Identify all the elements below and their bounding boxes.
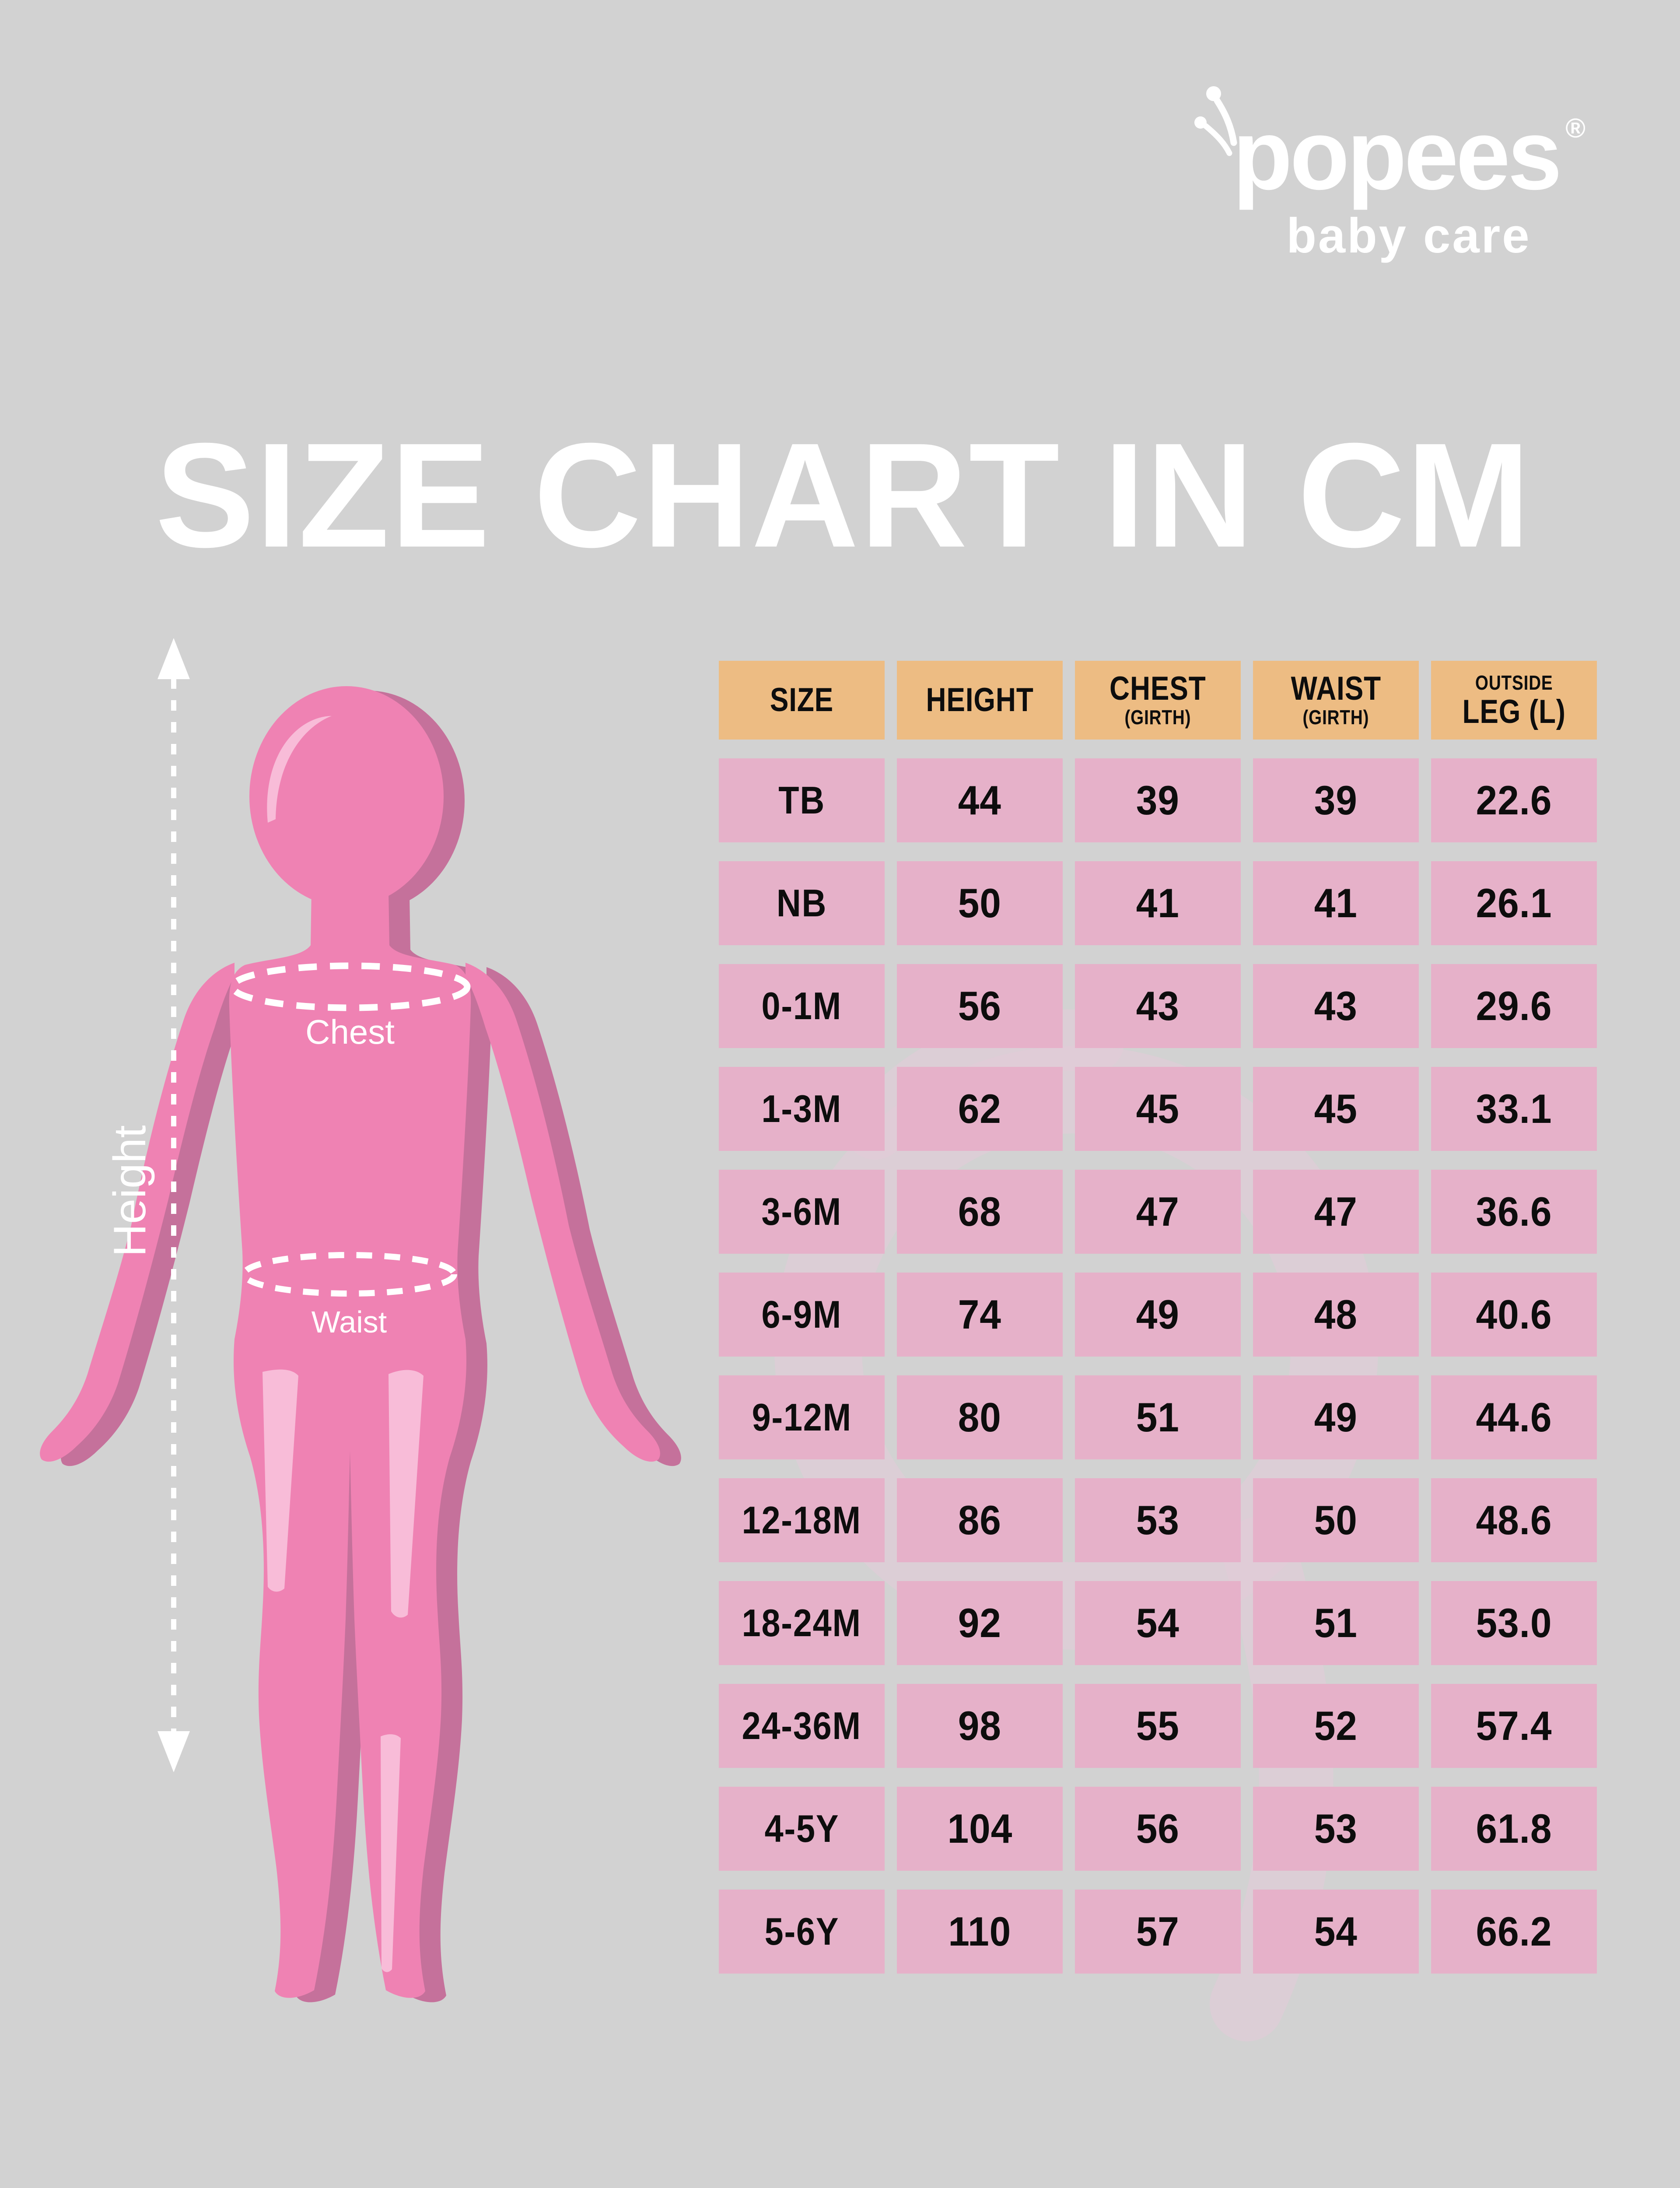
header-title: HEIGHT [926, 681, 1034, 719]
table-cell-outside-leg: 29.6 [1431, 964, 1597, 1048]
waist-measure-ellipse [241, 1252, 457, 1297]
table-cell-chest: 43 [1075, 964, 1241, 1048]
header-title: LEG (L) [1462, 693, 1566, 730]
table-cell-height: 50 [897, 861, 1063, 945]
table-cell-height: 98 [897, 1684, 1063, 1768]
table-cell-size: 0-1M [719, 964, 885, 1048]
size-table: SIZE HEIGHT CHEST (GIRTH) WAIST (GIRTH) … [719, 661, 1597, 1974]
table-cell-waist: 53 [1253, 1787, 1419, 1871]
table-cell-height: 92 [897, 1581, 1063, 1665]
table-cell-outside-leg: 40.6 [1431, 1273, 1597, 1357]
table-cell-outside-leg: 66.2 [1431, 1890, 1597, 1974]
table-cell-chest: 41 [1075, 861, 1241, 945]
table-cell-outside-leg: 36.6 [1431, 1170, 1597, 1254]
brand-wordmark: popees [1232, 99, 1562, 210]
header-cell-waist: WAIST (GIRTH) [1253, 661, 1419, 740]
figure-highlights [262, 716, 424, 1972]
table-cell-height: 74 [897, 1273, 1063, 1357]
table-cell-height: 44 [897, 758, 1063, 842]
table-cell-size: 5-6Y [719, 1890, 885, 1974]
table-cell-height: 80 [897, 1375, 1063, 1459]
table-cell-waist: 52 [1253, 1684, 1419, 1768]
header-title: SIZE [770, 681, 834, 719]
header-cell-size: SIZE [719, 661, 885, 740]
height-arrow [158, 638, 190, 1772]
child-mannequin-figure: Chest Waist Height [40, 638, 681, 2002]
table-cell-size: 24-36M [719, 1684, 885, 1768]
table-cell-chest: 49 [1075, 1273, 1241, 1357]
table-cell-waist: 54 [1253, 1890, 1419, 1974]
table-cell-waist: 45 [1253, 1067, 1419, 1151]
header-subtitle: (GIRTH) [1124, 706, 1191, 729]
table-header-row: SIZE HEIGHT CHEST (GIRTH) WAIST (GIRTH) … [719, 661, 1597, 740]
table-cell-chest: 47 [1075, 1170, 1241, 1254]
table-cell-waist: 47 [1253, 1170, 1419, 1254]
header-cell-chest: CHEST (GIRTH) [1075, 661, 1241, 740]
table-cell-outside-leg: 61.8 [1431, 1787, 1597, 1871]
header-cell-height: HEIGHT [897, 661, 1063, 740]
height-label: Height [105, 1125, 155, 1257]
table-cell-outside-leg: 26.1 [1431, 861, 1597, 945]
table-cell-waist: 43 [1253, 964, 1419, 1048]
table-cell-height: 68 [897, 1170, 1063, 1254]
page-title: SIZE CHART IN CM [155, 412, 1532, 579]
table-cell-chest: 54 [1075, 1581, 1241, 1665]
header-title: WAIST [1291, 670, 1381, 707]
table-cell-outside-leg: 44.6 [1431, 1375, 1597, 1459]
table-cell-chest: 55 [1075, 1684, 1241, 1768]
table-cell-outside-leg: 48.6 [1431, 1478, 1597, 1562]
header-title: CHEST [1110, 670, 1206, 707]
table-cell-size: TB [719, 758, 885, 842]
table-cell-height: 56 [897, 964, 1063, 1048]
table-cell-size: 4-5Y [719, 1787, 885, 1871]
chest-label: Chest [305, 1013, 395, 1051]
table-cell-height: 110 [897, 1890, 1063, 1974]
table-cell-chest: 57 [1075, 1890, 1241, 1974]
header-subtitle: OUTSIDE [1475, 671, 1553, 694]
table-cell-waist: 48 [1253, 1273, 1419, 1357]
table-cell-size: 9-12M [719, 1375, 885, 1459]
table-cell-outside-leg: 33.1 [1431, 1067, 1597, 1151]
table-cell-waist: 39 [1253, 758, 1419, 842]
table-cell-waist: 51 [1253, 1581, 1419, 1665]
table-cell-height: 62 [897, 1067, 1063, 1151]
table-cell-chest: 45 [1075, 1067, 1241, 1151]
table-cell-size: NB [719, 861, 885, 945]
table-body: TB 44 39 39 22.6 NB 50 41 41 26.1 0-1M 5… [719, 758, 1597, 1974]
table-cell-size: 6-9M [719, 1273, 885, 1357]
registered-trademark: ® [1565, 113, 1586, 144]
header-cell-outside-leg: OUTSIDE LEG (L) [1431, 661, 1597, 740]
table-cell-height: 104 [897, 1787, 1063, 1871]
table-cell-size: 1-3M [719, 1067, 885, 1151]
brand-tagline: baby care [1286, 208, 1531, 263]
table-cell-size: 12-18M [719, 1478, 885, 1562]
table-cell-size: 18-24M [719, 1581, 885, 1665]
table-cell-waist: 50 [1253, 1478, 1419, 1562]
butterfly-antenna-icon [1194, 86, 1237, 156]
table-cell-waist: 41 [1253, 861, 1419, 945]
brand-logo: popees ® baby care [1194, 86, 1597, 264]
table-cell-height: 86 [897, 1478, 1063, 1562]
table-cell-chest: 51 [1075, 1375, 1241, 1459]
header-subtitle: (GIRTH) [1302, 706, 1369, 729]
table-cell-waist: 49 [1253, 1375, 1419, 1459]
table-cell-outside-leg: 53.0 [1431, 1581, 1597, 1665]
waist-label: Waist [312, 1305, 387, 1339]
table-cell-chest: 56 [1075, 1787, 1241, 1871]
chest-measure-ellipse [229, 962, 471, 1011]
table-cell-outside-leg: 57.4 [1431, 1684, 1597, 1768]
table-cell-chest: 39 [1075, 758, 1241, 842]
table-cell-chest: 53 [1075, 1478, 1241, 1562]
table-cell-size: 3-6M [719, 1170, 885, 1254]
table-cell-outside-leg: 22.6 [1431, 758, 1597, 842]
